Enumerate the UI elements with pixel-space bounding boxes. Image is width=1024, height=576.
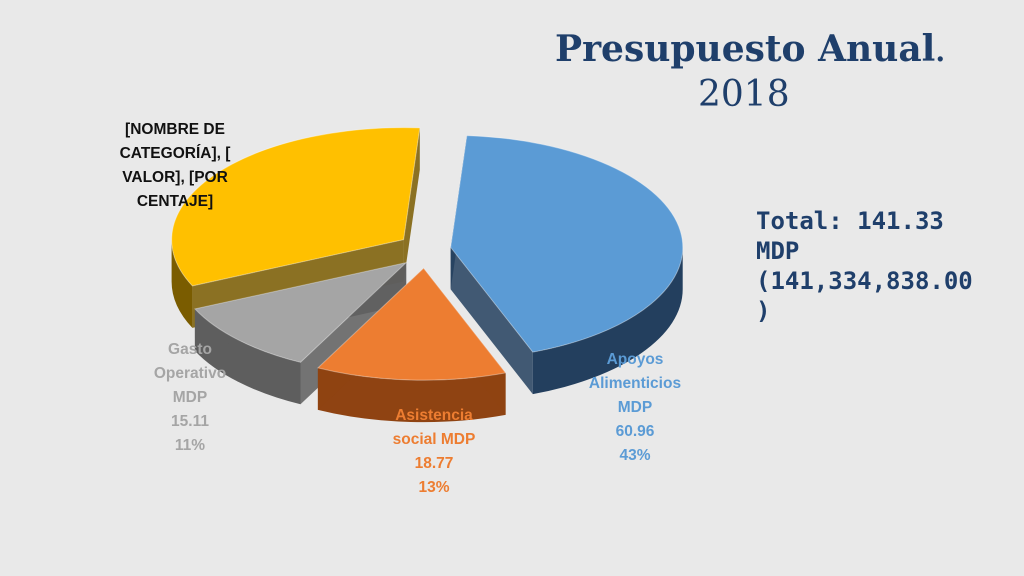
data-label-otra: [NOMBRE DE CATEGORÍA], [ VALOR], [POR CE… [100, 118, 250, 214]
data-label-apoyos-value: 60.96 [615, 423, 655, 440]
data-label-gasto-line-3: MDP [172, 389, 208, 406]
data-label-asistencia: Asistencia social MDP 18.77 13% [370, 404, 498, 500]
data-label-otra-line-3: VALOR], [POR [122, 169, 228, 186]
data-label-gasto-line-2: Operativo [153, 365, 227, 382]
pie-slice-cut-otra-1 [403, 127, 420, 282]
data-label-gasto: Gasto Operativo MDP 15.11 11% [130, 338, 250, 458]
total-line-2: MDP [756, 237, 800, 265]
pie-slice-side-asistencia-0 [317, 367, 506, 423]
data-label-otra-line-1: [NOMBRE DE [125, 121, 225, 138]
total-line-3: (141,334,838.00 [756, 267, 973, 295]
data-label-asistencia-value: 18.77 [414, 455, 454, 472]
data-label-apoyos-line-1: Apoyos [606, 351, 664, 368]
data-label-asistencia-line-2: social MDP [392, 431, 476, 448]
data-label-apoyos-line-2: Alimenticios [588, 375, 682, 392]
data-label-apoyos: Apoyos Alimenticios MDP 60.96 43% [570, 348, 700, 468]
data-label-apoyos-pct: 43% [619, 447, 651, 464]
chart-title: Presupuesto Anual. [555, 28, 945, 70]
pie-slice-side-apoyos-0 [532, 247, 683, 395]
total-line-1: Total: 141.33 [756, 207, 944, 235]
total-text: Total: 141.33 MDP (141,334,838.00 ) [756, 206, 996, 326]
pie-slice-apoyos [450, 135, 684, 353]
data-label-otra-line-2: CATEGORÍA], [ [119, 145, 231, 162]
data-label-asistencia-pct: 13% [418, 479, 450, 496]
data-label-gasto-value: 15.11 [171, 413, 209, 430]
data-label-otra-line-4: CENTAJE] [136, 193, 214, 210]
pie-slice-gasto [193, 261, 408, 363]
pie-slice-asistencia [316, 267, 507, 381]
data-label-apoyos-line-3: MDP [617, 399, 653, 416]
data-label-asistencia-line-1: Asistencia [395, 407, 473, 424]
chart-subtitle-year: 2018 [698, 74, 790, 115]
pie-slice-otra [171, 127, 421, 287]
data-label-gasto-line-1: Gasto [168, 341, 212, 358]
pie-slice-side-otra-0 [171, 239, 193, 328]
chart-title-dot: . [935, 35, 946, 68]
total-line-4: ) [756, 297, 771, 325]
chart-title-text: Presupuesto Anual [555, 28, 936, 70]
pie-slice-cut-apoyos-1 [450, 247, 533, 395]
data-label-gasto-pct: 11% [174, 437, 206, 454]
